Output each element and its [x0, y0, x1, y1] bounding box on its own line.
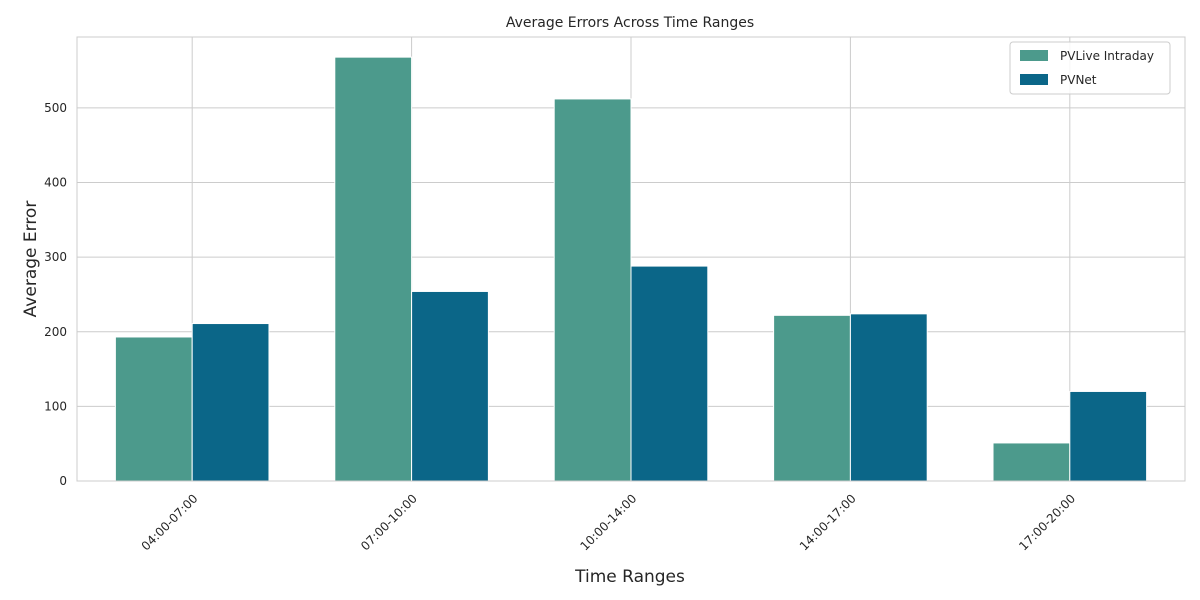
y-tick-label: 200 — [44, 325, 67, 339]
bar-pvlive-intraday-2 — [553, 98, 632, 482]
legend-box — [1009, 41, 1171, 95]
bar-pvlive-intraday-0 — [114, 336, 193, 482]
y-tick-label: 400 — [44, 176, 67, 190]
bar-pvlive-intraday-3 — [773, 314, 851, 482]
bar-pvnet-0 — [191, 323, 270, 482]
bar-pvnet-1 — [411, 290, 489, 482]
y-tick-label: 100 — [44, 399, 67, 413]
legend-label-pvnet: PVNet — [1060, 73, 1097, 87]
bar-pvlive-intraday-1 — [334, 56, 413, 482]
y-tick-label: 0 — [59, 474, 67, 488]
bar-pvnet-3 — [849, 313, 928, 482]
legend-label-pvlive-intraday: PVLive Intraday — [1060, 49, 1154, 63]
x-axis-label: Time Ranges — [574, 567, 685, 587]
y-axis-label: Average Error — [21, 201, 41, 318]
legend-swatch-pvlive-intraday — [1020, 50, 1048, 61]
bar-pvnet-2 — [630, 265, 709, 482]
chart-title: Average Errors Across Time Ranges — [506, 15, 754, 31]
bars — [114, 56, 1148, 482]
y-tick-label: 500 — [44, 101, 67, 115]
bar-pvlive-intraday-4 — [992, 442, 1071, 482]
plot-frame — [76, 36, 1186, 482]
legend: PVLive Intraday PVNet — [1009, 41, 1171, 95]
bar-pvnet-4 — [1069, 390, 1148, 482]
legend-swatch-pvnet — [1020, 74, 1048, 85]
y-tick-label: 300 — [44, 250, 67, 264]
y-axis-ticks: 0 100 200 300 400 500 — [44, 101, 67, 488]
